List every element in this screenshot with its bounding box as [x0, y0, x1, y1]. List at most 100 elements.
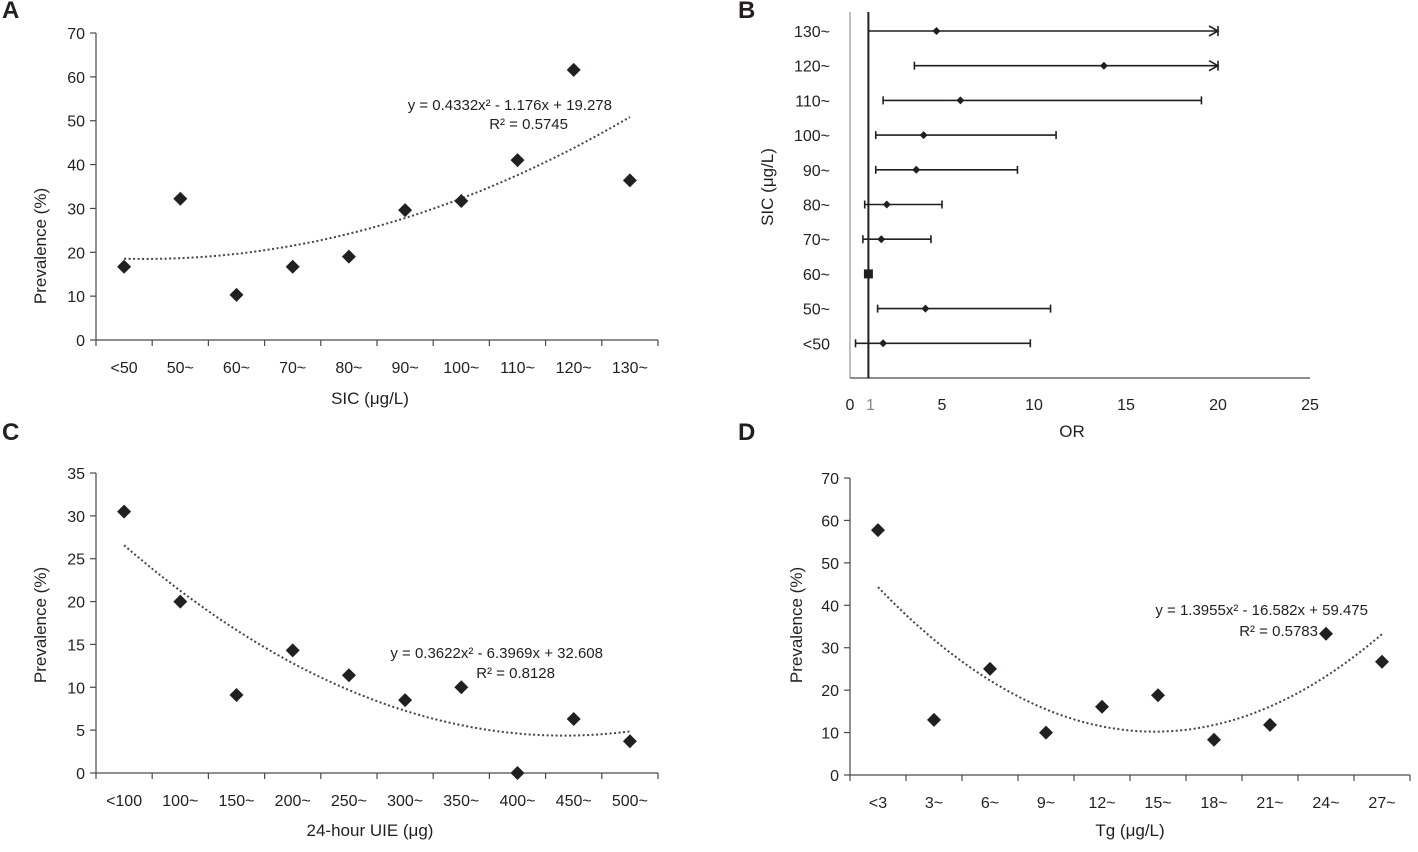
panel-b-x-tick-label: 10 — [1025, 397, 1043, 414]
panel-c-x-tick-label: 350~ — [443, 793, 479, 810]
panel-d-x-tick-label: 3~ — [925, 795, 943, 812]
panel-a-data-point — [398, 203, 413, 218]
panel-d-x-tick-label: 15~ — [1144, 795, 1171, 812]
panel-d-data-point — [927, 712, 941, 727]
panel-d-y-tick-label: 70 — [821, 471, 839, 488]
panel-b-row-label: 80~ — [803, 198, 830, 215]
panel-d-data-point — [1375, 654, 1389, 669]
panel-d-y-tick-label: 10 — [821, 726, 839, 743]
panel-b-row-label: 130~ — [794, 24, 830, 41]
panel-b-or-point — [879, 339, 888, 348]
panel-b-reference-point — [863, 269, 873, 279]
panel-d-x-tick-label: 18~ — [1200, 795, 1227, 812]
panel-a-x-tick-label: 90~ — [392, 360, 419, 377]
panel-a-x-tick-label: 100~ — [443, 360, 479, 377]
panel-a-y-tick-label: 70 — [67, 26, 85, 43]
panel-d-x-tick-label: 12~ — [1088, 795, 1115, 812]
panel-c-y-tick-label: 35 — [67, 466, 85, 483]
panel-a-x-tick-label: 70~ — [279, 360, 306, 377]
panel-b-x-tick-label: 0 — [846, 397, 855, 414]
panel-a-data-point — [341, 249, 356, 264]
panel-d-y-tick-label: 30 — [821, 641, 839, 658]
panel-b-or-point — [921, 304, 930, 313]
panel-b-x-tick-label: 5 — [938, 397, 947, 414]
panel-d-trend-equation: y = 1.3955x² - 16.582x + 59.475 — [1155, 602, 1368, 619]
panel-c-letter: C — [2, 419, 19, 446]
panel-a-data-point — [566, 62, 581, 77]
panel-d-data-point — [1039, 725, 1053, 740]
panel-c-y-tick-label: 15 — [67, 637, 85, 654]
panel-b-or-point — [882, 200, 891, 209]
panel-b-x-tick-label: 1 — [866, 397, 875, 414]
panel-d-data-point — [871, 523, 885, 538]
panel-b-or-point — [956, 96, 965, 105]
panel-a-data-point — [454, 193, 469, 208]
panel-c-data-point — [229, 688, 244, 702]
panel-c-x-tick-label: 250~ — [331, 793, 367, 810]
panel-d-x-axis-title: Tg (μg/L) — [1095, 821, 1164, 840]
panel-d-x-tick-label: 21~ — [1256, 795, 1283, 812]
panel-c-data-point — [117, 504, 132, 519]
panel-b-or-point — [912, 165, 921, 174]
panel-d-data-point — [1207, 732, 1221, 747]
panel-a-x-tick-label: 60~ — [223, 360, 250, 377]
panel-b-x-tick-label: 20 — [1209, 397, 1227, 414]
panel-b-or-point — [877, 235, 886, 244]
panel-a-y-tick-label: 20 — [67, 245, 85, 262]
panel-c-trendline — [123, 544, 631, 737]
panel-c-data-point — [398, 693, 413, 708]
panel-a-x-tick-label: 80~ — [335, 360, 362, 377]
panel-c-trend-equation: y = 0.3622x² - 6.3969x + 32.608 — [390, 645, 603, 662]
panel-a-data-point — [510, 153, 525, 168]
panel-d-x-tick-label: 6~ — [981, 795, 999, 812]
panel-d-y-tick-label: 40 — [821, 598, 839, 615]
panel-c-scatter-chart: C 0 5 10 15 20 25 30 35 <100 100~ 150~ 200~ 250~ 300~… — [2, 419, 659, 840]
panel-d-data-point — [1095, 699, 1109, 714]
panel-d-x-tick-label: <3 — [869, 795, 887, 812]
panel-b-row-label: <50 — [803, 336, 830, 353]
panel-d-data-point — [1263, 717, 1277, 732]
panel-c-x-tick-label: <100 — [106, 793, 142, 810]
panel-a-data-point — [285, 259, 300, 274]
panel-c-data-point — [510, 766, 525, 780]
panel-a-data-point — [117, 259, 132, 274]
panel-c-data-point — [341, 668, 356, 683]
panel-a-x-tick-label: 130~ — [612, 360, 648, 377]
panel-d-scatter-chart: D 0 10 20 30 40 50 60 70 <3 3~ 6~ 9~ 12~ 15~ 18~ 21~ 24~… — [738, 419, 1411, 840]
panel-d-x-tick-label: 27~ — [1368, 795, 1395, 812]
panel-b-row-label: 70~ — [803, 232, 830, 249]
panel-a-scatter-chart: A 0 10 20 30 40 50 60 70 <50 50~ 60~ 70~ 80~ 90~ 100~ 1… — [2, 0, 659, 408]
panel-b-letter: B — [738, 0, 755, 24]
panel-b-or-point — [932, 27, 941, 35]
panel-b-row-label: 60~ — [803, 267, 830, 284]
panel-c-x-axis-title: 24-hour UIE (μg) — [307, 821, 434, 840]
panel-a-data-point — [229, 287, 244, 302]
panel-c-y-tick-label: 0 — [76, 766, 85, 783]
panel-d-x-tick-label: 9~ — [1037, 795, 1055, 812]
panel-d-y-tick-label: 50 — [821, 556, 839, 573]
panel-c-y-axis-title: Prevalence (%) — [31, 567, 50, 683]
panel-a-x-tick-label: 50~ — [167, 360, 194, 377]
panel-c-data-point — [566, 712, 581, 726]
panel-d-y-tick-label: 20 — [821, 683, 839, 700]
panel-b-or-point — [919, 131, 928, 140]
panel-a-y-axis-title: Prevalence (%) — [31, 188, 50, 304]
panel-d-r-squared: R² = 0.5783 — [1239, 623, 1318, 640]
panel-a-letter: A — [2, 0, 19, 24]
panel-d-data-point — [1151, 688, 1165, 703]
panel-c-x-tick-label: 150~ — [218, 793, 254, 810]
panel-a-x-tick-label: 120~ — [556, 360, 592, 377]
panel-a-data-point — [622, 173, 637, 188]
panel-c-data-point — [622, 734, 637, 749]
panel-a-y-tick-label: 40 — [67, 158, 85, 175]
panel-d-y-tick-label: 0 — [830, 768, 839, 785]
panel-c-data-point — [285, 643, 300, 658]
panel-c-y-tick-label: 20 — [67, 595, 85, 612]
panel-c-x-tick-label: 450~ — [556, 793, 592, 810]
panel-c-x-tick-label: 500~ — [612, 793, 648, 810]
panel-c-y-tick-label: 25 — [67, 552, 85, 569]
panel-c-data-point — [454, 680, 469, 695]
panel-b-row-label: 90~ — [803, 163, 830, 180]
panel-a-y-tick-label: 30 — [67, 201, 85, 218]
